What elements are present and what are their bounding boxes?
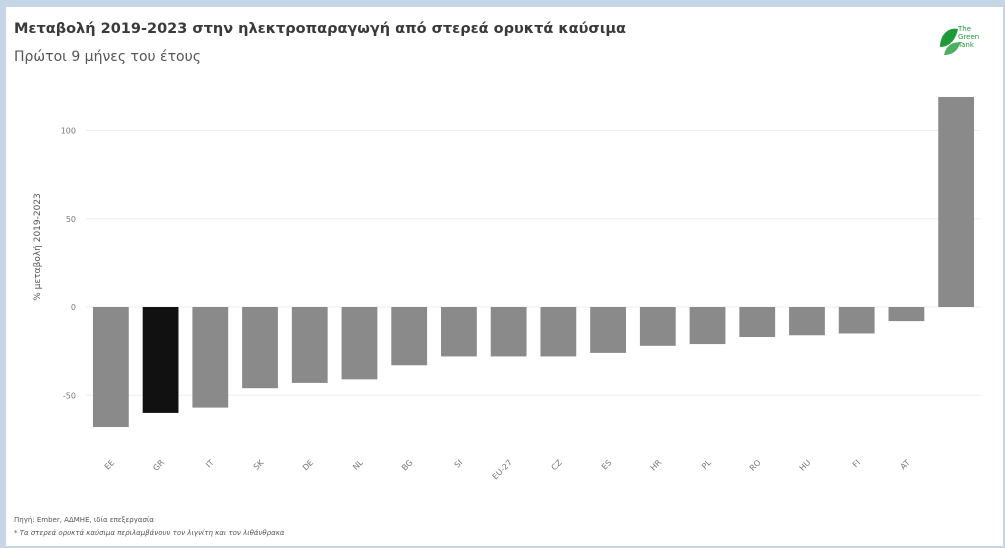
x-tick-label: NL xyxy=(351,458,365,472)
bar xyxy=(341,307,378,380)
x-tick-label: SI xyxy=(453,458,465,470)
x-tick-label: EU-27 xyxy=(491,458,514,481)
y-tick-label: 50 xyxy=(66,215,76,224)
bar xyxy=(789,307,825,336)
footnote: * Τα στερεά ορυκτά καύσιμα περιλαμβάνουν… xyxy=(14,529,285,537)
chart-title: Μεταβολή 2019-2023 στην ηλεκτροπαραγωγή … xyxy=(14,21,626,37)
bar xyxy=(242,307,278,389)
bar xyxy=(689,307,726,345)
bar xyxy=(291,307,328,383)
bar xyxy=(192,307,229,408)
bar xyxy=(92,307,129,428)
x-tick-label: CZ xyxy=(550,458,565,473)
x-tick-label: BG xyxy=(400,458,415,473)
bar xyxy=(739,307,776,338)
bar xyxy=(391,307,428,366)
y-tick-label: -50 xyxy=(63,391,76,400)
logo-line: Green xyxy=(958,33,980,41)
x-tick-label: RO xyxy=(748,458,763,473)
x-tick-label: IT xyxy=(204,458,216,470)
y-tick-label: 0 xyxy=(71,303,76,312)
x-tick-label: DE xyxy=(301,458,315,472)
x-tick-label: AT xyxy=(899,458,912,471)
chart-card: Μεταβολή 2019-2023 στην ηλεκτροπαραγωγή … xyxy=(6,7,1003,546)
bar xyxy=(142,307,179,413)
x-tick-label: EE xyxy=(103,458,117,472)
logo-line: Tank xyxy=(958,41,974,49)
bar xyxy=(490,307,527,357)
green-tank-logo: The Green Tank xyxy=(936,21,994,69)
bar xyxy=(540,307,577,357)
bar xyxy=(888,307,925,322)
bar xyxy=(590,307,626,353)
bar xyxy=(441,307,477,357)
bar xyxy=(838,307,875,334)
x-tick-label: SK xyxy=(252,458,266,472)
y-tick-label: 100 xyxy=(61,127,76,136)
chart-subtitle: Πρώτοι 9 μήνες του έτους xyxy=(14,49,201,65)
x-tick-label: HU xyxy=(798,458,813,473)
x-tick-label: PL xyxy=(700,458,713,471)
x-tick-label: ES xyxy=(600,458,614,472)
x-tick-label: GR xyxy=(151,458,166,473)
x-tick-label: HR xyxy=(649,458,664,473)
leaf-icon xyxy=(940,28,960,55)
bar xyxy=(639,307,676,346)
x-tick-label: FI xyxy=(851,458,862,469)
logo-text: The Green Tank xyxy=(958,25,979,49)
logo-line: The xyxy=(958,25,972,33)
bar xyxy=(938,96,975,307)
source-note: Πηγή: Ember, ΑΔΜΗΕ, ιδία επεξεργασία xyxy=(14,516,154,524)
y-axis-label: % μεταβολή 2019-2023 xyxy=(33,193,43,301)
bar-chart: -50 0 50 100 % μεταβολή 2019-2023 EE GR IT SK DE N… xyxy=(33,96,981,481)
